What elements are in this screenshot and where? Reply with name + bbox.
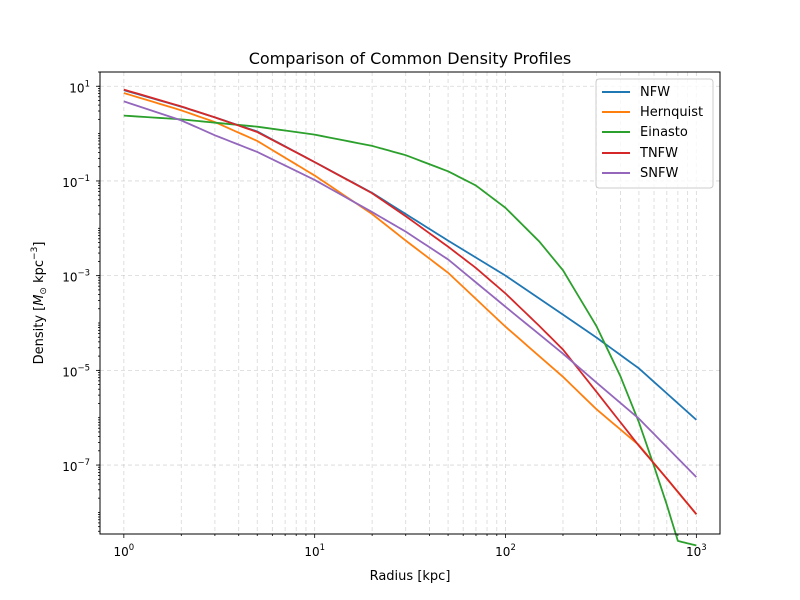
- y-tick-label: 10−5: [62, 363, 90, 379]
- legend-label-einasto: Einasto: [640, 125, 688, 140]
- y-tick-label: 10−7: [62, 458, 90, 474]
- legend-label-hernquist: Hernquist: [640, 105, 703, 120]
- legend-label-nfw: NFW: [640, 85, 670, 100]
- series-lines: [123, 88, 698, 547]
- x-axis-label: Radius [kpc]: [370, 569, 451, 584]
- axis-ticks: 100 101 102 103 101 10−1 10−3 10−5 10−7: [62, 71, 707, 559]
- y-tick-label: 101: [69, 79, 90, 95]
- legend-label-snfw: SNFW: [640, 166, 678, 181]
- series-line-tnfw: [123, 88, 698, 515]
- x-tick-label: 103: [686, 543, 707, 559]
- x-tick-label: 101: [304, 543, 325, 559]
- legend: NFW Hernquist Einasto TNFW SNFW: [595, 78, 714, 189]
- grid-lines: [100, 72, 720, 534]
- legend-label-tnfw: TNFW: [639, 146, 678, 161]
- legend-box: [595, 78, 714, 189]
- series-line-einasto: [123, 114, 697, 547]
- chart-title: Comparison of Common Density Profiles: [249, 49, 572, 68]
- series-line-snfw: [123, 100, 698, 478]
- y-tick-label: 10−1: [62, 174, 90, 190]
- plot-frame: [99, 71, 721, 535]
- x-tick-label: 100: [113, 543, 134, 559]
- y-axis-label: Density [M⊙ kpc−3]: [30, 242, 49, 365]
- x-tick-label: 102: [495, 543, 516, 559]
- y-tick-label: 10−3: [62, 269, 90, 285]
